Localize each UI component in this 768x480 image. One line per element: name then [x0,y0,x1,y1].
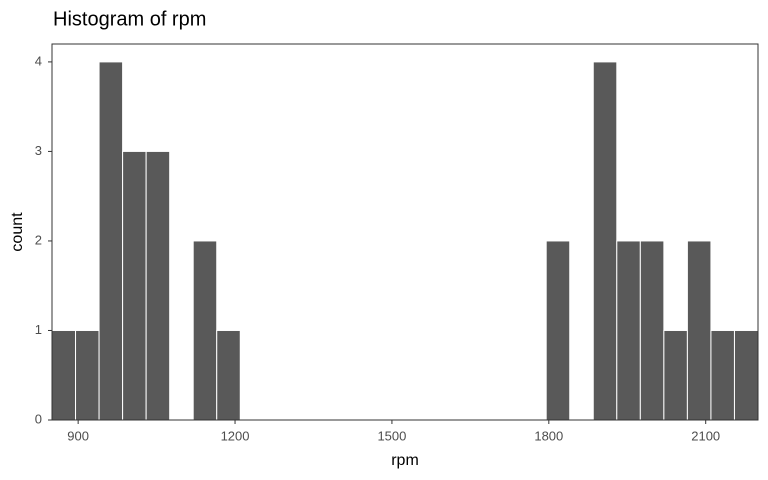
x-tick-label: 900 [67,428,89,443]
x-tick-label: 1200 [221,428,250,443]
y-tick-label: 1 [35,322,42,337]
y-tick-label: 3 [35,143,42,158]
y-tick-label: 2 [35,232,42,247]
bar [592,61,618,421]
x-tick-label: 2100 [691,428,720,443]
bar [145,150,171,421]
bar [545,240,571,421]
bar [98,61,124,421]
chart-title: Histogram of rpm [53,8,206,30]
panel-border [51,43,759,421]
bar [733,329,759,421]
bar [710,329,735,421]
bar [216,329,241,421]
bar [639,240,665,421]
bar [616,240,641,421]
bar [192,240,218,421]
bar [51,329,77,421]
bar [122,150,147,421]
bar [686,240,712,421]
x-tick-label: 1500 [377,428,406,443]
bar [663,329,688,421]
x-axis-title: rpm [391,452,419,469]
y-axis-title: count [9,212,26,252]
x-tick-label: 1800 [534,428,563,443]
bar [75,329,100,421]
y-tick-label: 0 [35,411,42,426]
y-tick-label: 4 [35,53,42,68]
